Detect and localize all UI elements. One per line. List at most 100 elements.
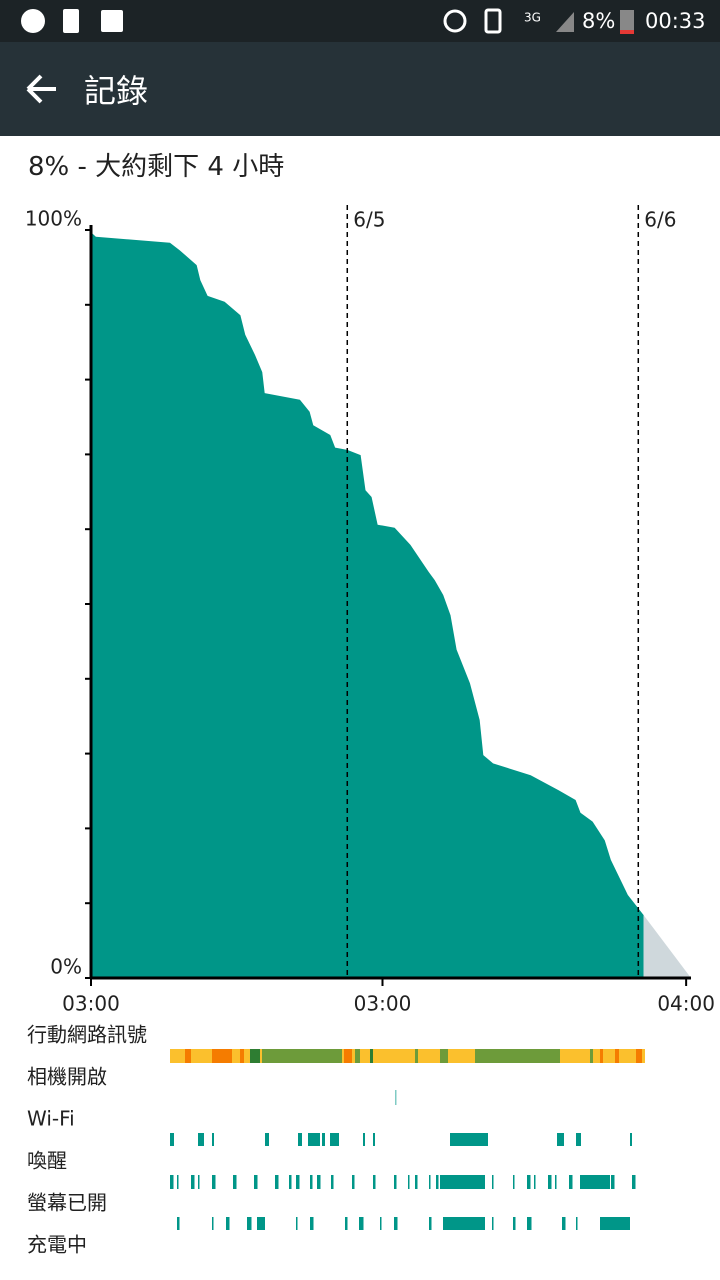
network: 3G <box>524 11 541 25</box>
signal-segment <box>185 1049 191 1063</box>
y-tick-label: 0% <box>50 955 82 979</box>
wake-segment <box>317 1175 321 1189</box>
status-bar: 3G 8% 00:33 <box>0 0 720 42</box>
wake-segment <box>450 1175 452 1189</box>
screen-segment <box>443 1217 448 1230</box>
battery-text: 8% <box>582 9 615 33</box>
wake-segment <box>408 1175 410 1189</box>
vibrate-icon <box>484 8 502 34</box>
screen-segment <box>247 1217 252 1230</box>
track-label: 相機開啟 <box>27 1065 107 1089</box>
wake-segment <box>331 1175 334 1189</box>
wake-segment <box>611 1175 615 1189</box>
signal-segment <box>262 1049 342 1063</box>
wifi-segment <box>308 1133 320 1146</box>
screen-segment <box>359 1217 364 1230</box>
wifi-segment <box>373 1133 375 1146</box>
wake-segment <box>254 1175 258 1189</box>
screen-segment <box>625 1217 628 1230</box>
wake-segment <box>471 1175 473 1189</box>
wifi-segment <box>576 1133 581 1146</box>
wake-segment <box>569 1175 573 1189</box>
wifi-segment <box>630 1133 632 1146</box>
signal-segment <box>600 1049 603 1063</box>
screen-segment <box>600 1217 630 1230</box>
signal-segment <box>415 1049 418 1063</box>
wake-segment <box>429 1175 431 1189</box>
wifi-segment <box>170 1133 174 1146</box>
wake-segment <box>527 1175 531 1189</box>
signal-segment <box>355 1049 360 1063</box>
screen-segment <box>310 1217 314 1230</box>
screen-segment <box>445 1217 485 1230</box>
screen-segment <box>226 1217 230 1230</box>
signal-segment <box>636 1049 642 1063</box>
screen-segment <box>562 1217 566 1230</box>
wifi-segment <box>330 1133 339 1146</box>
wake-segment <box>555 1175 557 1189</box>
screen-segment <box>513 1217 516 1230</box>
day-marker-label: 6/5 <box>353 208 385 232</box>
track-label: Wi-Fi <box>27 1107 75 1131</box>
sync-icon <box>443 9 467 33</box>
wake-segment <box>170 1175 174 1189</box>
signal-segment <box>440 1049 448 1063</box>
screen-segment <box>492 1217 494 1230</box>
signal-segment <box>370 1049 373 1063</box>
screen-segment <box>527 1217 532 1230</box>
y-tick-label: 100% <box>25 207 82 231</box>
wake-segment <box>212 1175 216 1189</box>
wake-segment <box>191 1175 195 1189</box>
wifi-segment <box>363 1133 365 1146</box>
alert-icon <box>63 9 79 33</box>
signal-segment <box>475 1049 560 1063</box>
wake-segment <box>373 1175 376 1189</box>
app-bar: 記錄 <box>0 42 720 136</box>
wifi-segment <box>450 1133 488 1146</box>
wake-segment <box>415 1175 418 1189</box>
wake-segment <box>492 1175 494 1189</box>
screen-segment <box>611 1217 616 1230</box>
back-button[interactable] <box>20 42 80 136</box>
screen-segment <box>429 1217 432 1230</box>
wifi-segment <box>198 1133 204 1146</box>
signal-segment <box>615 1049 619 1063</box>
wake-segment <box>590 1175 594 1189</box>
signal-segment <box>240 1049 244 1063</box>
screen-segment <box>380 1217 382 1230</box>
x-tick-label: 03:00 <box>62 992 120 1016</box>
battery-level <box>620 30 634 34</box>
wake-segment <box>275 1175 279 1189</box>
track-label: 喚醒 <box>27 1149 67 1173</box>
signal-segment <box>590 1049 593 1063</box>
wake-segment <box>198 1175 200 1189</box>
track-label: 螢幕已開 <box>27 1191 107 1215</box>
wake-segment <box>632 1175 636 1189</box>
screen-segment <box>296 1217 298 1230</box>
wake-segment <box>310 1175 313 1189</box>
wake-segment <box>296 1175 300 1189</box>
day-marker-label: 6/6 <box>644 208 676 232</box>
wake-segment <box>289 1175 292 1189</box>
signal-icon <box>556 12 574 32</box>
wake-segment <box>394 1175 397 1189</box>
screen-segment <box>212 1217 214 1230</box>
track-label: 充電中 <box>27 1233 87 1257</box>
signal-segment <box>170 1049 645 1063</box>
x-tick-label: 04:00 <box>657 992 715 1016</box>
screen-segment <box>345 1217 348 1230</box>
wifi-segment <box>298 1133 302 1146</box>
screen-segment <box>261 1217 264 1230</box>
wake-segment <box>513 1175 515 1189</box>
signal-segment <box>344 1049 352 1063</box>
screen-segment <box>478 1217 482 1230</box>
wifi-segment <box>322 1133 325 1146</box>
wake-segment <box>233 1175 237 1189</box>
wake-segment <box>580 1175 610 1189</box>
line-icon <box>21 9 45 33</box>
screen-segment <box>257 1217 265 1230</box>
status-icons: 3G 8% 00:33 <box>21 8 706 34</box>
x-tick-label: 03:00 <box>354 992 412 1016</box>
